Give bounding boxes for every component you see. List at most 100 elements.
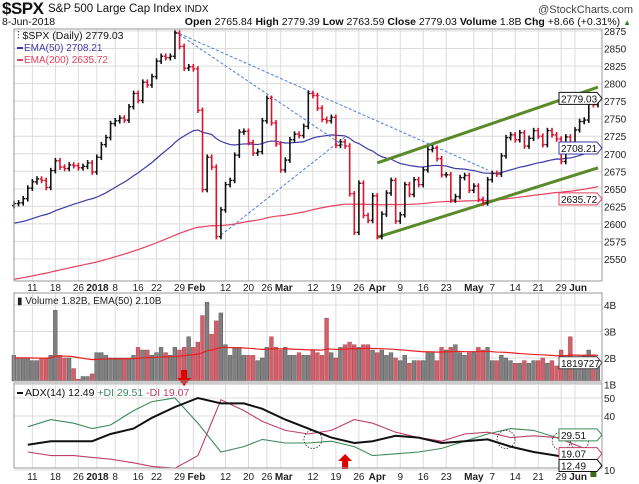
volume-bar <box>149 355 155 382</box>
volume-bar <box>402 355 407 382</box>
ema200-tag: 2635.72 <box>561 195 598 206</box>
volume-bar <box>457 352 463 382</box>
price-panel <box>13 28 603 282</box>
volume-tick-label: 1B <box>604 381 617 392</box>
x-tick-label: Mar <box>275 472 293 483</box>
triangle-up-icon: ▲ <box>623 18 631 27</box>
price-tick-label: 2700 <box>604 150 627 161</box>
x-tick-label: 19 <box>330 283 342 294</box>
volume-bar <box>540 357 545 382</box>
x-tick-label: 14 <box>510 283 522 294</box>
volume-bar <box>407 363 412 382</box>
arrow-up-icon <box>338 454 353 469</box>
volume-bar <box>554 365 559 382</box>
chg-label: Chg <box>524 16 545 28</box>
dotted-circle-marker <box>303 429 323 449</box>
x-tick-label: 29 <box>174 472 186 483</box>
adx-legend-part: -DI 19.07 <box>146 387 189 399</box>
volume-bar <box>338 347 343 382</box>
volume-bar <box>34 360 40 382</box>
index-name: S&P 500 Large Cap Index INDX <box>48 3 209 16</box>
price-tick-label: 2850 <box>604 45 627 56</box>
volume-bar <box>522 360 527 382</box>
adx-tag: 12.49 <box>561 462 586 473</box>
exchange: INDX <box>184 4 209 15</box>
x-tick-label: May <box>464 472 484 483</box>
volume-bar <box>112 357 118 382</box>
volume-bar <box>296 352 302 382</box>
x-tick-label: 20 <box>243 472 255 483</box>
chg-value: +8.66 (+0.31%) <box>547 16 621 28</box>
x-tick-label: Feb <box>188 283 206 294</box>
price-tick-label: 2875 <box>604 27 627 38</box>
volume-bar <box>319 355 325 382</box>
volume-bar <box>499 355 504 382</box>
volume-bar <box>204 302 210 382</box>
volume-bar <box>200 315 205 382</box>
arrow-down-icon <box>177 370 192 386</box>
x-tick-label: 16 <box>133 472 145 483</box>
volume-bar <box>62 357 67 382</box>
volume-bar <box>89 373 95 382</box>
open-value: 2765.84 <box>214 16 253 28</box>
volume-bar <box>135 347 141 382</box>
low-value: 2763.59 <box>346 16 385 28</box>
x-tick-label: 18 <box>50 472 62 483</box>
volume-tag-box <box>558 356 603 370</box>
adx-legend-part: ADX(14) 12.49 <box>25 387 97 399</box>
price-tick-label: 2675 <box>604 167 627 178</box>
volume-bar <box>232 347 237 382</box>
x-tick-label: 12 <box>307 472 319 483</box>
volume-tick-label: 3B <box>604 328 617 339</box>
volume-bar <box>315 352 320 382</box>
x-tick-label: Jun <box>569 283 587 294</box>
adx-line <box>27 396 599 467</box>
ema50-legend-swatch <box>17 47 23 49</box>
volume-bar <box>250 355 256 382</box>
volume-bar <box>535 360 541 382</box>
volume-value: 1.8B <box>499 16 522 28</box>
volume-bar <box>223 344 228 382</box>
chart-header: $SPX S&P 500 Large Cap Index INDX @Stock… <box>2 0 637 17</box>
volume-bar <box>411 360 417 382</box>
volume-bar <box>462 355 467 382</box>
x-tick-label: Jun <box>569 472 587 483</box>
volume-bar <box>466 352 472 382</box>
x-tick-label: 20 <box>243 283 255 294</box>
quote-bar: 8-Jun-2018 Open 2765.84 High 2779.39 Low… <box>2 17 637 28</box>
x-tick-label: 7 <box>489 472 495 483</box>
volume-bar <box>393 357 398 382</box>
volume-bar <box>476 347 481 382</box>
adx-tick-label: 40 <box>604 412 616 423</box>
volume-bar <box>434 360 440 382</box>
x-tick-label: 21 <box>533 283 545 294</box>
x-tick-label: Feb <box>188 472 206 483</box>
volume-bar <box>503 357 509 382</box>
volume-tag: 1819727 <box>561 359 600 370</box>
brand-logo[interactable]: @StockCharts.com <box>538 4 633 16</box>
volume-bar <box>292 355 297 382</box>
adx-legend-swatch <box>17 392 23 394</box>
x-tick-label: 12 <box>220 472 232 483</box>
volume-bar <box>94 352 99 382</box>
volume-bar <box>99 352 104 382</box>
volume-bar <box>471 352 476 382</box>
volume-bar <box>191 347 196 382</box>
x-tick-label: 12 <box>220 283 232 294</box>
volume-bar <box>246 355 251 382</box>
minus-di-line <box>27 399 599 469</box>
x-tick-label: Mar <box>275 283 293 294</box>
volume-bar <box>512 363 518 382</box>
volume-ema-line <box>13 346 599 361</box>
volume-bar <box>145 349 150 382</box>
x-tick-label: 26 <box>261 283 273 294</box>
volume-bar <box>122 357 127 382</box>
x-tick-label: 29 <box>556 283 568 294</box>
volume-bar <box>168 355 173 382</box>
open-label: Open <box>184 16 212 28</box>
price-tick-label: 2650 <box>604 185 627 196</box>
volume-bar <box>416 360 421 382</box>
x-tick-label: 29 <box>174 283 186 294</box>
x-tick-label: 23 <box>441 283 453 294</box>
